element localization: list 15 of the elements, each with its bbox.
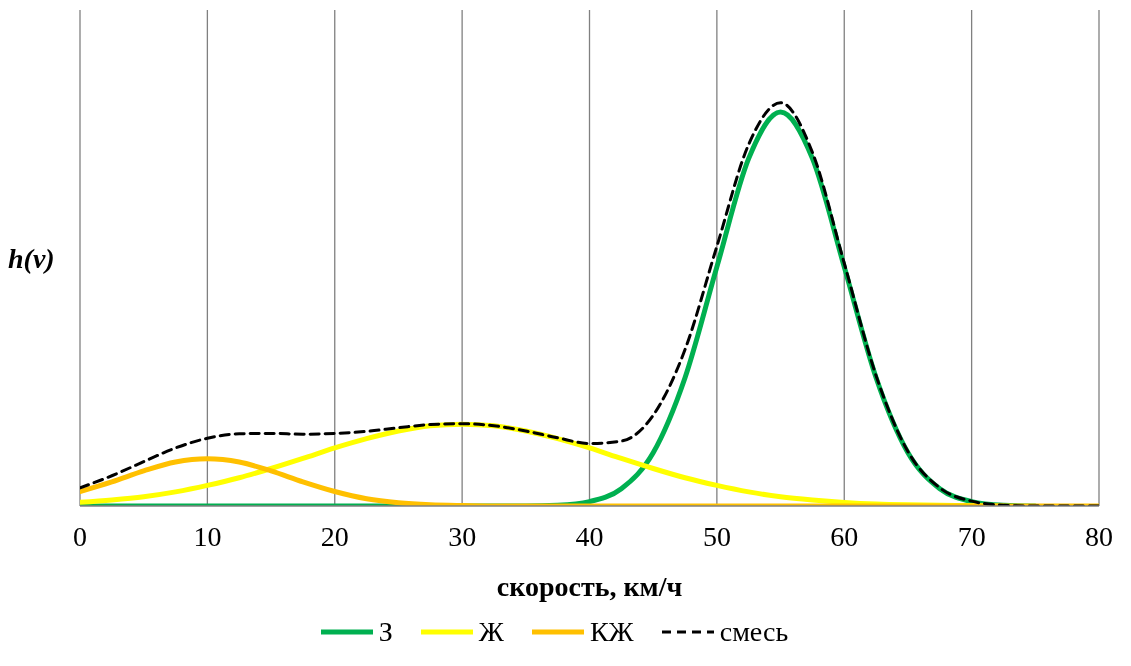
x-tick-label: 30 [448, 520, 477, 552]
legend-label: Ж [478, 616, 504, 648]
x-tick-label: 60 [830, 520, 859, 552]
x-tick-label: 50 [702, 520, 731, 552]
x-tick-label: 40 [575, 520, 604, 552]
legend-label: КЖ [589, 616, 634, 648]
legend-label: смесь [719, 616, 789, 648]
x-tick-label: 70 [957, 520, 986, 552]
x-tick-label: 10 [193, 520, 222, 552]
x-tick-label: 20 [320, 520, 349, 552]
legend-label: З [378, 616, 393, 648]
x-axis-title: скорость, км/ч [496, 570, 683, 602]
x-tick-label: 80 [1085, 520, 1113, 552]
x-tick-label: 0 [73, 520, 87, 552]
y-axis-title: h(v) [8, 242, 55, 274]
